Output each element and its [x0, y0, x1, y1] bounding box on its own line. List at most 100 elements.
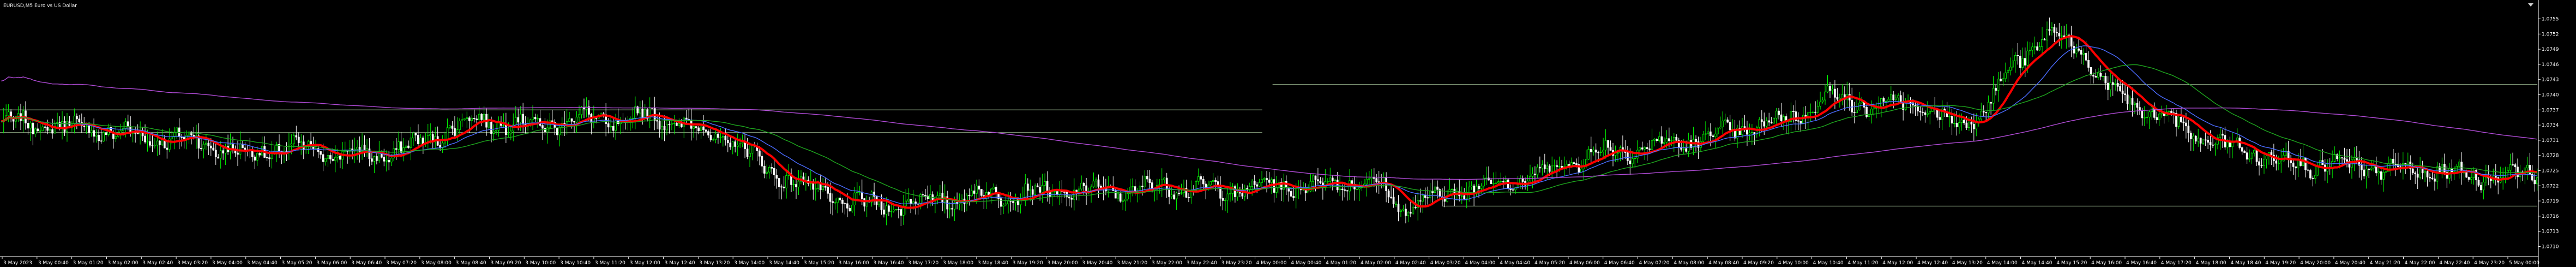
candle-body	[695, 126, 697, 128]
candle-body	[1604, 140, 1607, 151]
candle-body	[558, 127, 561, 135]
price-axis[interactable]: 1.0755 1.0752 1.0749 1.0746 1.0743 1.0740 1.07…	[2538, 0, 2559, 267]
candle-body	[1127, 193, 1129, 200]
candle-body	[1887, 99, 1890, 102]
candle-body	[1478, 186, 1480, 189]
candle-body	[1707, 131, 1710, 134]
candle-body	[1258, 182, 1261, 187]
candle-body	[1856, 110, 1858, 113]
candle-body	[768, 167, 771, 173]
candle-body	[1266, 178, 1268, 180]
candle-body	[1658, 136, 1660, 141]
time-axis[interactable]: 3 May 2023 3 May 00:40 3 May 01:20 3 May 02…	[0, 256, 2539, 266]
candle-body	[532, 117, 534, 120]
candle-body	[2378, 171, 2380, 174]
candle-body	[580, 107, 583, 115]
candle-body	[1358, 187, 1361, 189]
candle-body	[639, 109, 641, 114]
candle-body	[1280, 182, 1283, 190]
candle-body	[1273, 179, 1275, 193]
candle-body	[2078, 48, 2080, 51]
candle-body	[646, 109, 649, 120]
candle-body	[1253, 181, 1256, 185]
time-tick-label: 3 May 10:40	[560, 260, 591, 266]
candle-body	[417, 135, 419, 145]
candle-body	[244, 147, 246, 150]
candle-body	[1248, 186, 1251, 190]
candle-body	[729, 143, 732, 147]
candle-body	[1990, 102, 1992, 104]
candle-body	[1256, 184, 1258, 187]
candle-body	[1948, 116, 1951, 117]
candle-body	[2419, 169, 2421, 178]
candle-body	[402, 147, 405, 153]
candle-body	[1644, 147, 1646, 150]
candle-body	[2421, 169, 2424, 174]
candle-body	[217, 157, 220, 159]
candle-body	[2021, 58, 2024, 68]
candle-body	[1309, 181, 1312, 192]
horizontal-levels	[0, 84, 2538, 206]
candle-body	[115, 136, 117, 139]
candle-body	[1965, 122, 1968, 128]
time-tick-label: 3 May 16:40	[873, 260, 904, 266]
candle-body	[1892, 94, 1895, 100]
candle-body	[2382, 171, 2385, 180]
candle-body	[17, 113, 20, 117]
candle-body	[2026, 50, 2029, 66]
candle-body	[1651, 140, 1653, 150]
candle-body	[1929, 111, 1931, 114]
candle-body	[1889, 94, 1892, 100]
candle-body	[2214, 144, 2217, 145]
candle-body	[58, 122, 61, 127]
candle-body	[978, 186, 980, 190]
candle-body	[1460, 195, 1463, 197]
candle-body	[2368, 169, 2370, 170]
candle-body	[1548, 165, 1551, 172]
candle-body	[1763, 121, 1766, 127]
ma_slowest-line	[1, 76, 2537, 180]
candle-body	[636, 106, 639, 114]
candle-body	[1483, 177, 1485, 187]
candle-body	[1214, 180, 1217, 182]
candle-body	[1824, 91, 1826, 100]
time-tick-label: 3 May 05:20	[282, 260, 312, 266]
candle-body	[751, 145, 754, 154]
candle-body	[1992, 88, 1995, 104]
candle-body	[2531, 174, 2533, 181]
candle-body	[663, 126, 666, 130]
candle-body	[851, 205, 853, 212]
candle-body	[1160, 179, 1163, 185]
candle-body	[2114, 82, 2116, 85]
candle-body	[2106, 82, 2109, 90]
candle-body	[775, 175, 778, 179]
time-tick-label: 3 May 20:40	[1082, 260, 1112, 266]
candle-body	[1168, 189, 1170, 197]
time-tick-label: 3 May 17:20	[908, 260, 938, 266]
candle-body	[268, 157, 270, 159]
candle-body	[2060, 35, 2063, 37]
candle-body	[1829, 86, 1831, 91]
candle-body	[1117, 193, 1120, 199]
candle-body	[1017, 199, 1019, 205]
candle-body	[1997, 79, 2000, 91]
candle-body	[1970, 122, 1973, 124]
candle-body	[1246, 188, 1249, 190]
candle-body	[2189, 133, 2192, 139]
candle-body	[1024, 183, 1027, 199]
shift-marker[interactable]	[2528, 3, 2533, 7]
candle-body	[73, 116, 76, 124]
candle-body	[202, 144, 205, 150]
candle-body	[678, 123, 681, 126]
candle-body	[339, 155, 341, 160]
candle-body	[419, 138, 422, 145]
candle-body	[739, 143, 741, 146]
candle-body	[2051, 27, 2053, 31]
shift-triangle-icon[interactable]	[2528, 3, 2533, 7]
candle-body	[2033, 46, 2036, 48]
candle-body	[1839, 98, 1841, 100]
candle-body	[1819, 102, 1821, 106]
candle-body	[848, 207, 851, 212]
candle-body	[1980, 111, 1983, 120]
